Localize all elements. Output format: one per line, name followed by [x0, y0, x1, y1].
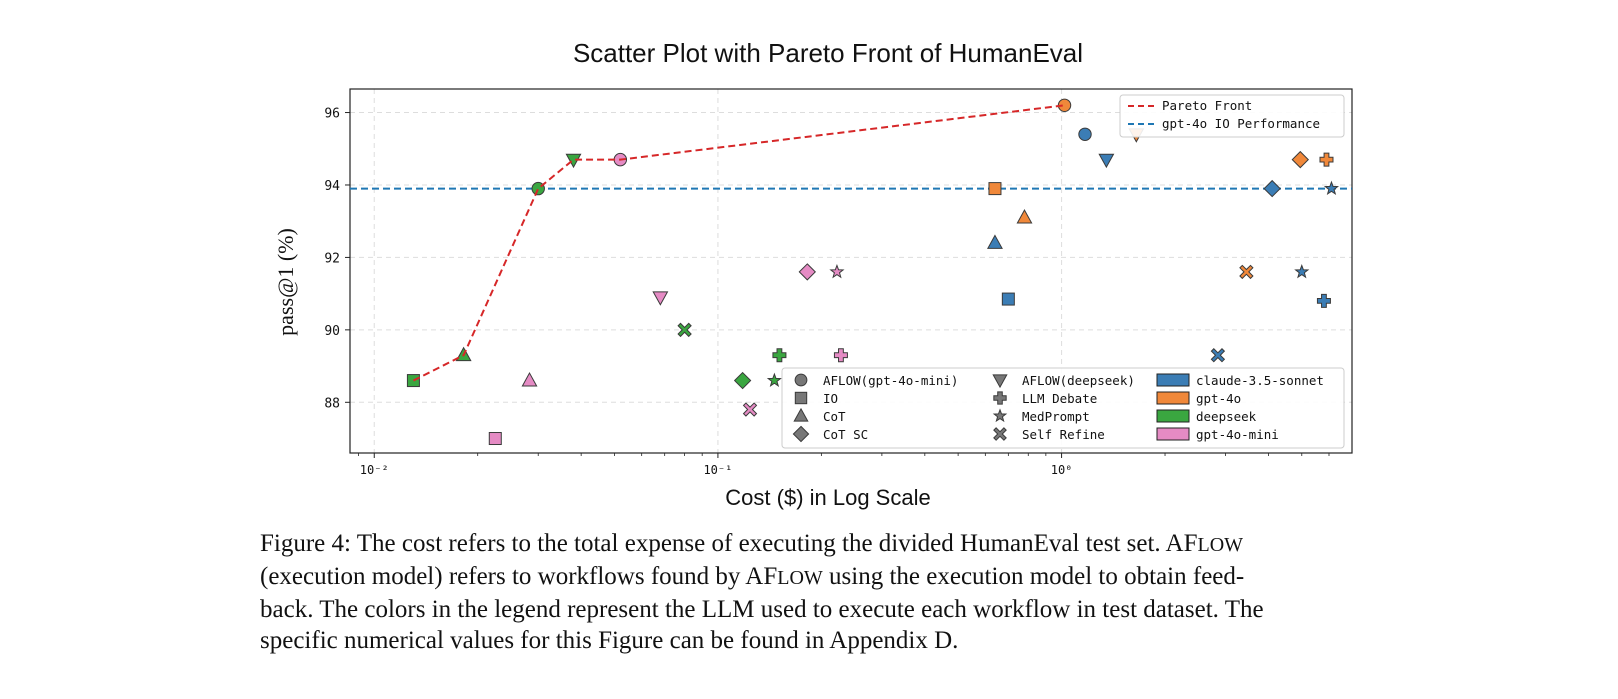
- caption-line-2: (execution model) refers to workflows fo…: [260, 561, 1364, 594]
- data-point: [798, 263, 816, 281]
- legend-model-label: claude-3.5-sonnet: [1196, 373, 1324, 388]
- y-tick-label: 92: [324, 251, 340, 266]
- caption-line-1: Figure 4: The cost refers to the total e…: [260, 528, 1364, 561]
- data-point: [742, 402, 758, 417]
- figure-caption: Figure 4: The cost refers to the total e…: [260, 528, 1364, 656]
- legend-model-label: gpt-4o: [1196, 391, 1241, 406]
- legend-model-label: gpt-4o-mini: [1196, 427, 1279, 442]
- data-point: [766, 372, 782, 387]
- legend-method-label: AFLOW(deepseek): [1022, 373, 1135, 388]
- legend-model-swatch: [1156, 409, 1190, 423]
- data-point: [833, 348, 848, 363]
- legend-marker-square: [794, 391, 808, 405]
- data-point: [565, 153, 582, 169]
- data-point: [772, 348, 787, 363]
- data-point: [733, 371, 752, 390]
- chart-title: Scatter Plot with Pareto Front of HumanE…: [573, 38, 1083, 68]
- data-point: [1319, 152, 1334, 167]
- data-point: [1098, 153, 1115, 169]
- data-point: [521, 372, 538, 387]
- legend-marker-diamond: [792, 425, 810, 443]
- data-point: [1016, 209, 1033, 224]
- legend-method-label: MedPrompt: [1022, 409, 1090, 424]
- legend-method-label: AFLOW(gpt-4o-mini): [823, 373, 958, 388]
- legend-model-label: deepseek: [1196, 409, 1257, 424]
- data-point: [1001, 292, 1015, 306]
- data-point: [1078, 127, 1092, 141]
- caption-text: Figure 4: The cost refers to the total e…: [260, 530, 1198, 557]
- y-axis-label: pass@1 (%): [273, 228, 298, 336]
- y-tick-label: 96: [324, 107, 340, 122]
- data-point: [1239, 264, 1254, 280]
- legend-baseline-label: gpt-4o IO Performance: [1162, 116, 1320, 131]
- legend-bottom-box: [781, 367, 1345, 449]
- legend-method-label: CoT SC: [823, 427, 868, 442]
- data-point: [986, 234, 1003, 249]
- caption-line-3: back. The colors in the legend represent…: [260, 596, 1264, 623]
- data-point: [1210, 348, 1226, 363]
- x-tick-label: 10⁻¹: [703, 463, 732, 477]
- x-tick-label: 10⁻²: [360, 463, 389, 477]
- legend-top-box: [1119, 94, 1345, 138]
- data-point: [988, 182, 1002, 196]
- plot-area: 10⁻² 10⁻¹ 10⁰ 88 90 92 94 96 Pareto Front gpt-4o …: [324, 88, 1353, 477]
- legend-method-label: CoT: [823, 409, 846, 424]
- legend-top: Pareto Front gpt-4o IO Performance: [1119, 94, 1345, 138]
- data-point: [488, 432, 502, 446]
- legend-model-swatch: [1156, 373, 1190, 387]
- legend-marker-star: [992, 408, 1008, 423]
- legend-method-label: IO: [823, 391, 838, 406]
- data-point: [652, 291, 669, 306]
- x-tick-label: 10⁰: [1051, 463, 1073, 477]
- y-tick-label: 90: [324, 324, 340, 339]
- x-axis-label: Cost ($) in Log Scale: [725, 485, 930, 510]
- pareto-front-line: [412, 104, 1065, 382]
- legend-method-label: LLM Debate: [1022, 391, 1097, 406]
- legend-marker-triangle-up: [793, 407, 809, 422]
- data-point: [1291, 150, 1309, 169]
- legend-marker-circle: [794, 373, 808, 387]
- scatter-chart: Scatter Plot with Pareto Front of HumanE…: [273, 38, 1353, 510]
- caption-text: using the execution model to obtain feed…: [822, 563, 1245, 590]
- legend-model-swatch: [1156, 391, 1190, 405]
- caption-text: (execution model) refers to workflows fo…: [260, 563, 778, 590]
- data-point: [829, 263, 845, 279]
- plot-frame: [349, 88, 1353, 454]
- data-point: [1316, 293, 1331, 308]
- data-point: [1323, 180, 1340, 196]
- legend-bottom: AFLOW(gpt-4o-mini) IO CoT CoT SC AFLOW(deeps…: [781, 367, 1345, 449]
- legend-marker-x: [993, 427, 1007, 441]
- legend-model-swatch: [1156, 427, 1190, 441]
- y-tick-label: 94: [324, 179, 340, 194]
- legend-marker-plus: [993, 391, 1007, 405]
- legend-method-label: Self Refine: [1022, 427, 1105, 442]
- data-point: [677, 322, 692, 338]
- caption-line-4: specific numerical values for this Figur…: [260, 627, 959, 654]
- data-point: [1263, 179, 1281, 198]
- legend-marker-triangle-down: [992, 374, 1008, 389]
- caption-smallcaps: LOW: [777, 567, 823, 589]
- caption-smallcaps: LOW: [1197, 534, 1244, 556]
- y-tick-label: 88: [324, 396, 340, 411]
- legend-pareto-label: Pareto Front: [1162, 98, 1252, 113]
- data-point: [1294, 263, 1310, 279]
